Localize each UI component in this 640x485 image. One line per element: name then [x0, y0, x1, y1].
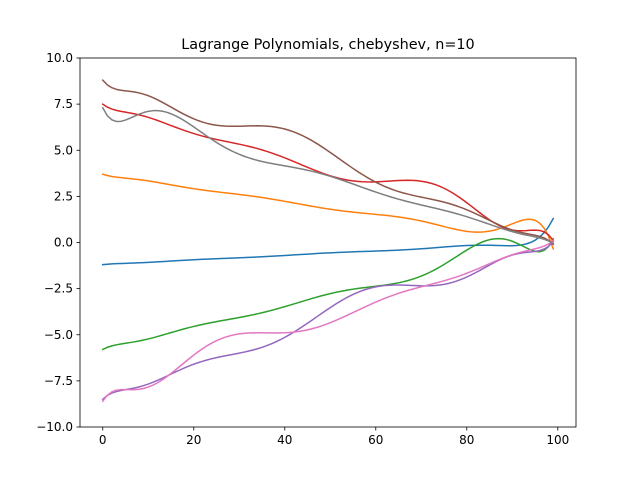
axes-frame	[79, 57, 577, 428]
x-tick-label: 20	[186, 433, 201, 447]
series-line-1	[101, 217, 555, 266]
y-tick-label: −10.0	[36, 420, 73, 434]
y-tick-label: 2.5	[54, 189, 73, 203]
y-tick-label: 10.0	[46, 51, 73, 65]
series-line-8	[101, 106, 555, 245]
x-tick-label: 40	[277, 433, 292, 447]
x-tick-label: 0	[99, 433, 107, 447]
y-tick-label: −5.0	[44, 328, 73, 342]
plot-area	[101, 79, 555, 403]
chart-title: Lagrange Polynomials, chebyshev, n=10	[181, 37, 474, 53]
y-tick-label: 0.0	[54, 236, 73, 250]
series-line-2	[101, 173, 555, 250]
series-line-5	[101, 240, 555, 401]
series-line-6	[101, 79, 555, 246]
y-tick-label: −7.5	[44, 374, 73, 388]
y-tick-label: 7.5	[54, 97, 73, 111]
x-tick-label: 80	[459, 433, 474, 447]
y-tick-label: −2.5	[44, 282, 73, 296]
series-line-7	[101, 239, 555, 403]
series-line-3	[101, 237, 555, 351]
x-axis: 0 20 40 60 80 100	[99, 427, 569, 447]
x-tick-label: 100	[546, 433, 569, 447]
x-tick-label: 60	[368, 433, 383, 447]
y-axis: −10.0 −7.5 −5.0 −2.5 0.0 2.5 5.0 7.5 10.0	[36, 51, 80, 434]
y-tick-label: 5.0	[54, 143, 73, 157]
